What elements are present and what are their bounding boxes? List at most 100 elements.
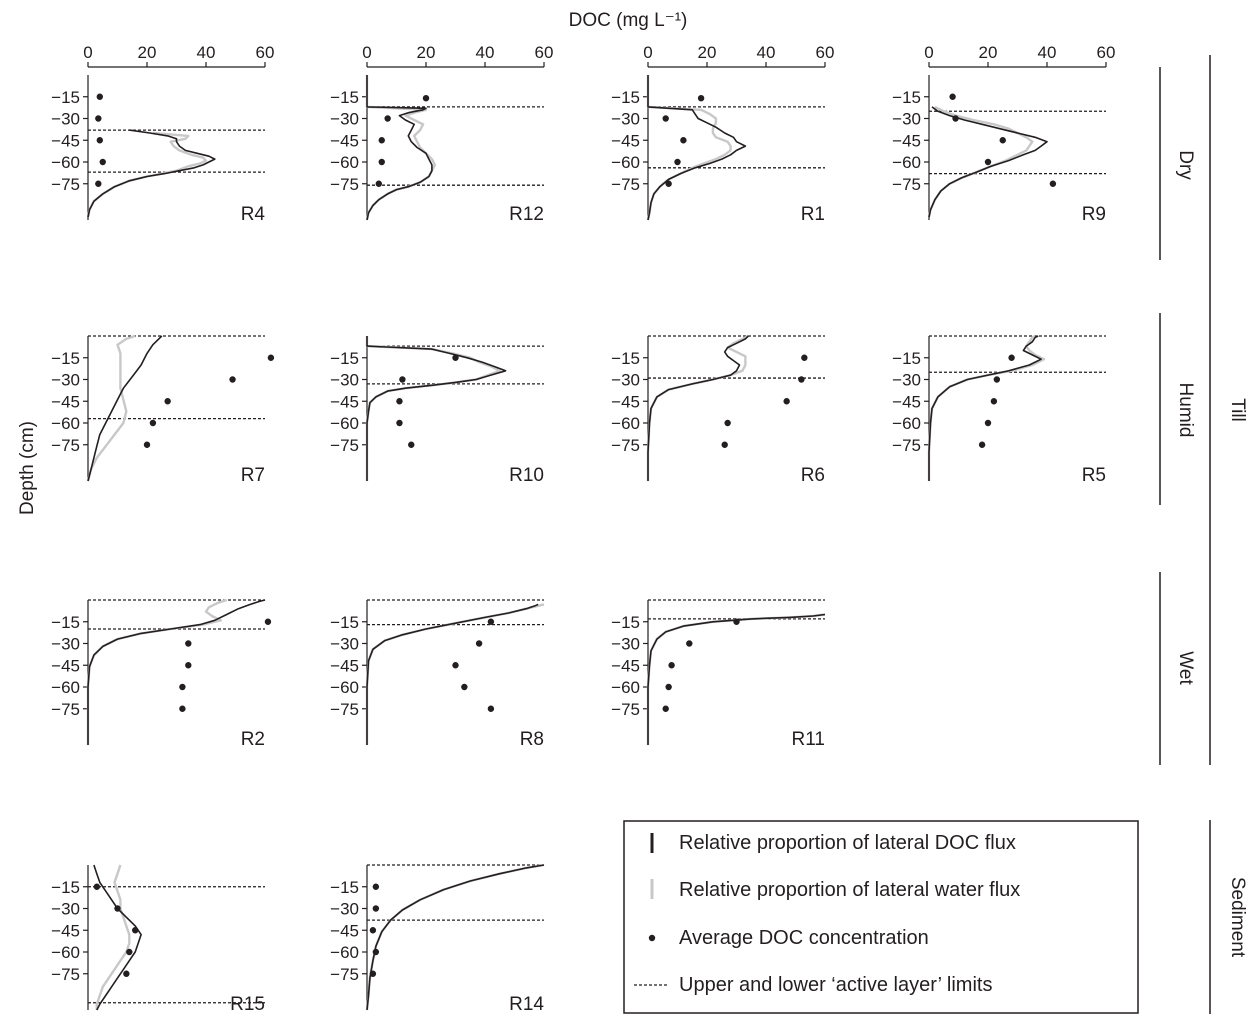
- x-tick-label: 0: [362, 43, 371, 62]
- avg-doc-point: [674, 158, 681, 166]
- avg-doc-point: [665, 683, 672, 691]
- avg-doc-point: [721, 441, 728, 448]
- y-tick-label: −60: [892, 153, 921, 172]
- avg-doc-point: [452, 354, 459, 361]
- y-tick-label: −60: [611, 414, 640, 433]
- avg-doc-point: [952, 115, 959, 122]
- doc-flux-line: [366, 336, 507, 481]
- y-tick-label: −75: [611, 175, 640, 194]
- avg-doc-point: [179, 683, 186, 691]
- doc-flux-line: [366, 75, 433, 221]
- y-tick-label: −60: [51, 943, 80, 962]
- panel-label: R7: [241, 465, 265, 486]
- y-tick-label: −15: [51, 613, 80, 632]
- doc-flux-line: [366, 603, 539, 745]
- y-tick-label: −15: [51, 878, 80, 897]
- legend-swatch-avg-doc: [648, 934, 656, 942]
- avg-doc-point: [697, 95, 705, 102]
- panel-label: R10: [509, 465, 544, 486]
- panel-r10: −15 −30 −45 −60 −75 R10: [330, 336, 544, 486]
- legend: Relative proportion of lateral DOC flux …: [623, 820, 1139, 1014]
- y-tick-label: −15: [330, 88, 359, 107]
- avg-doc-point: [680, 137, 687, 144]
- avg-doc-point: [132, 927, 139, 934]
- moisture-label-wet: Wet: [1175, 651, 1196, 685]
- y-tick-label: −15: [330, 613, 359, 632]
- y-tick-label: −45: [892, 131, 921, 150]
- doc-flux-line: [928, 335, 1042, 481]
- y-tick-label: −30: [51, 371, 80, 390]
- y-tick-label: −75: [51, 700, 80, 719]
- y-tick-label: −45: [611, 656, 640, 675]
- avg-doc-point: [733, 618, 740, 625]
- avg-doc-point: [378, 158, 385, 166]
- avg-doc-point: [369, 970, 377, 977]
- water-flux-line: [646, 613, 826, 745]
- panel-r5: −15 −30 −45 −60 −75 R5: [892, 334, 1106, 486]
- x-tick-label: 0: [83, 43, 92, 62]
- y-tick-label: −15: [611, 88, 640, 107]
- y-tick-label: −30: [611, 371, 640, 390]
- x-tick-label: 40: [476, 43, 495, 62]
- avg-doc-point: [384, 115, 391, 122]
- avg-doc-point: [984, 419, 992, 427]
- avg-doc-point: [164, 398, 171, 405]
- moisture-label-dry: Dry: [1175, 150, 1196, 180]
- panel-r15: −15 −30 −45 −60 −75 R15: [51, 864, 265, 1015]
- avg-doc-point: [372, 905, 380, 912]
- legend-label-doc-flux: Relative proportion of lateral DOC flux: [679, 832, 1016, 854]
- x-tick-label: 40: [757, 43, 776, 62]
- y-tick-label: −75: [892, 436, 921, 455]
- y-tick-label: −45: [330, 131, 359, 150]
- y-tick-label: −75: [892, 175, 921, 194]
- y-tick-label: −30: [330, 635, 359, 654]
- x-tick-label: 60: [256, 43, 275, 62]
- x-tick-label: 20: [979, 43, 998, 62]
- panel-label: R9: [1082, 204, 1106, 225]
- legend-label-water-flux: Relative proportion of lateral water flu…: [679, 879, 1020, 901]
- panel-label: R6: [801, 465, 825, 486]
- panel-r4: −15 −30 −45 −60 −75 0 20 40 60 R4: [51, 43, 274, 225]
- y-tick-label: −75: [330, 175, 359, 194]
- panel-label: R14: [509, 994, 544, 1015]
- y-tick-label: −15: [51, 349, 80, 368]
- avg-doc-point: [798, 376, 805, 383]
- avg-doc-point: [179, 705, 186, 712]
- panel-label: R2: [241, 729, 265, 750]
- avg-doc-point: [375, 180, 382, 187]
- panel-r6: −15 −30 −45 −60 −75 R6: [611, 334, 825, 486]
- panel-label: R8: [520, 729, 544, 750]
- y-axis-title: Depth (cm): [17, 421, 38, 515]
- legend-box: [623, 820, 1139, 1014]
- y-tick-label: −45: [51, 656, 80, 675]
- avg-doc-point: [662, 115, 669, 122]
- x-tick-label: 20: [138, 43, 157, 62]
- y-tick-label: −75: [51, 436, 80, 455]
- avg-doc-point: [143, 441, 151, 448]
- x-tick-label: 40: [1038, 43, 1057, 62]
- avg-doc-point: [185, 640, 192, 647]
- y-tick-label: −30: [330, 900, 359, 919]
- avg-doc-point: [422, 95, 430, 102]
- y-tick-label: −60: [611, 153, 640, 172]
- avg-doc-point: [978, 441, 986, 448]
- y-tick-label: −45: [330, 656, 359, 675]
- y-tick-label: −30: [330, 371, 359, 390]
- doc-flux-line: [647, 613, 826, 745]
- avg-doc-point: [1049, 180, 1057, 187]
- water-flux-line: [646, 75, 732, 221]
- avg-doc-point: [378, 137, 385, 144]
- doc-flux-line: [87, 599, 266, 745]
- x-tick-label: 60: [1097, 43, 1116, 62]
- y-tick-label: −45: [611, 392, 640, 411]
- water-flux-line: [365, 603, 545, 745]
- y-tick-label: −75: [330, 965, 359, 984]
- panel-r14: −15 −30 −45 −60 −75 R14: [330, 863, 544, 1015]
- x-tick-label: 0: [643, 43, 652, 62]
- avg-doc-point: [487, 618, 495, 625]
- avg-doc-point: [369, 927, 377, 934]
- avg-doc-point: [96, 93, 104, 100]
- panel-r2: −15 −30 −45 −60 −75 R2: [51, 598, 272, 750]
- y-tick-label: −15: [51, 88, 80, 107]
